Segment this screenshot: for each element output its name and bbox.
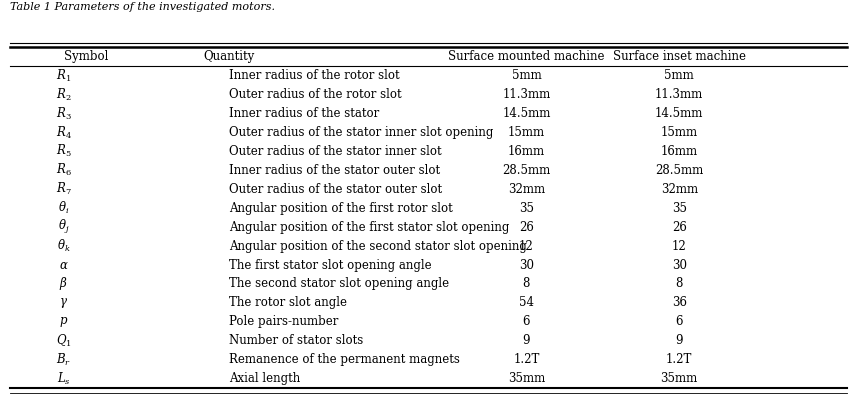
Text: 1.2T: 1.2T <box>513 353 540 366</box>
Text: The rotor slot angle: The rotor slot angle <box>229 296 347 309</box>
Text: Surface inset machine: Surface inset machine <box>613 50 745 63</box>
Text: Outer radius of the rotor slot: Outer radius of the rotor slot <box>229 88 402 101</box>
Text: 12: 12 <box>672 240 687 253</box>
Text: Symbol: Symbol <box>64 50 108 63</box>
Text: 54: 54 <box>519 296 534 309</box>
Text: 35: 35 <box>672 202 687 215</box>
Text: 14.5mm: 14.5mm <box>655 107 703 120</box>
Text: Angular position of the first rotor slot: Angular position of the first rotor slot <box>229 202 453 215</box>
Text: 16mm: 16mm <box>661 145 698 158</box>
Text: $L_s$: $L_s$ <box>57 371 70 387</box>
Text: Inner radius of the stator outer slot: Inner radius of the stator outer slot <box>229 164 441 177</box>
Text: 6: 6 <box>676 315 683 328</box>
Text: 8: 8 <box>523 277 530 290</box>
Text: 32mm: 32mm <box>508 183 545 196</box>
Text: Inner radius of the stator: Inner radius of the stator <box>229 107 380 120</box>
Text: The second stator slot opening angle: The second stator slot opening angle <box>229 277 449 290</box>
Text: 11.3mm: 11.3mm <box>503 88 550 101</box>
Text: Number of stator slots: Number of stator slots <box>229 334 363 347</box>
Text: Outer radius of the stator outer slot: Outer radius of the stator outer slot <box>229 183 442 196</box>
Text: Surface mounted machine: Surface mounted machine <box>448 50 604 63</box>
Text: $R_3$: $R_3$ <box>56 106 71 122</box>
Text: $\gamma$: $\gamma$ <box>59 296 68 310</box>
Text: Angular position of the second stator slot opening: Angular position of the second stator sl… <box>229 240 527 253</box>
Text: 32mm: 32mm <box>661 183 698 196</box>
Text: 11.3mm: 11.3mm <box>655 88 703 101</box>
Text: $R_1$: $R_1$ <box>56 68 71 84</box>
Text: 6: 6 <box>523 315 530 328</box>
Text: $Q_1$: $Q_1$ <box>56 333 71 349</box>
Text: The first stator slot opening angle: The first stator slot opening angle <box>229 258 432 271</box>
Text: $R_6$: $R_6$ <box>56 162 71 178</box>
Text: 15mm: 15mm <box>661 126 698 139</box>
Text: Inner radius of the rotor slot: Inner radius of the rotor slot <box>229 69 400 82</box>
Text: 8: 8 <box>676 277 683 290</box>
Text: $B_r$: $B_r$ <box>56 351 71 368</box>
Text: Outer radius of the stator inner slot: Outer radius of the stator inner slot <box>229 145 441 158</box>
Text: $\theta_j$: $\theta_j$ <box>58 218 70 236</box>
Text: 30: 30 <box>519 258 534 271</box>
Text: $\alpha$: $\alpha$ <box>59 258 69 271</box>
Text: Quantity: Quantity <box>204 50 255 63</box>
Text: $R_2$: $R_2$ <box>56 87 71 103</box>
Text: 5mm: 5mm <box>511 69 542 82</box>
Text: 5mm: 5mm <box>664 69 694 82</box>
Text: 12: 12 <box>519 240 534 253</box>
Text: Angular position of the first stator slot opening: Angular position of the first stator slo… <box>229 221 509 234</box>
Text: Outer radius of the stator inner slot opening: Outer radius of the stator inner slot op… <box>229 126 493 139</box>
Text: $R_5$: $R_5$ <box>56 143 71 160</box>
Text: Remanence of the permanent magnets: Remanence of the permanent magnets <box>229 353 460 366</box>
Text: 1.2T: 1.2T <box>666 353 693 366</box>
Text: 26: 26 <box>672 221 687 234</box>
Text: 14.5mm: 14.5mm <box>503 107 550 120</box>
Text: 35mm: 35mm <box>508 372 545 385</box>
Text: 28.5mm: 28.5mm <box>655 164 703 177</box>
Text: $R_4$: $R_4$ <box>56 125 71 141</box>
Text: 35mm: 35mm <box>661 372 698 385</box>
Text: 26: 26 <box>519 221 534 234</box>
Text: 9: 9 <box>523 334 530 347</box>
Text: $\theta_k$: $\theta_k$ <box>57 238 70 254</box>
Text: Table 1 Parameters of the investigated motors.: Table 1 Parameters of the investigated m… <box>10 2 275 12</box>
Text: 28.5mm: 28.5mm <box>503 164 550 177</box>
Text: 9: 9 <box>676 334 683 347</box>
Text: 35: 35 <box>519 202 534 215</box>
Text: 15mm: 15mm <box>508 126 545 139</box>
Text: $\beta$: $\beta$ <box>59 275 68 292</box>
Text: $p$: $p$ <box>59 315 68 329</box>
Text: 16mm: 16mm <box>508 145 545 158</box>
Text: Pole pairs-number: Pole pairs-number <box>229 315 339 328</box>
Text: 30: 30 <box>672 258 687 271</box>
Text: $\theta_i$: $\theta_i$ <box>58 200 70 216</box>
Text: 36: 36 <box>672 296 687 309</box>
Text: $R_7$: $R_7$ <box>56 181 71 197</box>
Text: Axial length: Axial length <box>229 372 301 385</box>
